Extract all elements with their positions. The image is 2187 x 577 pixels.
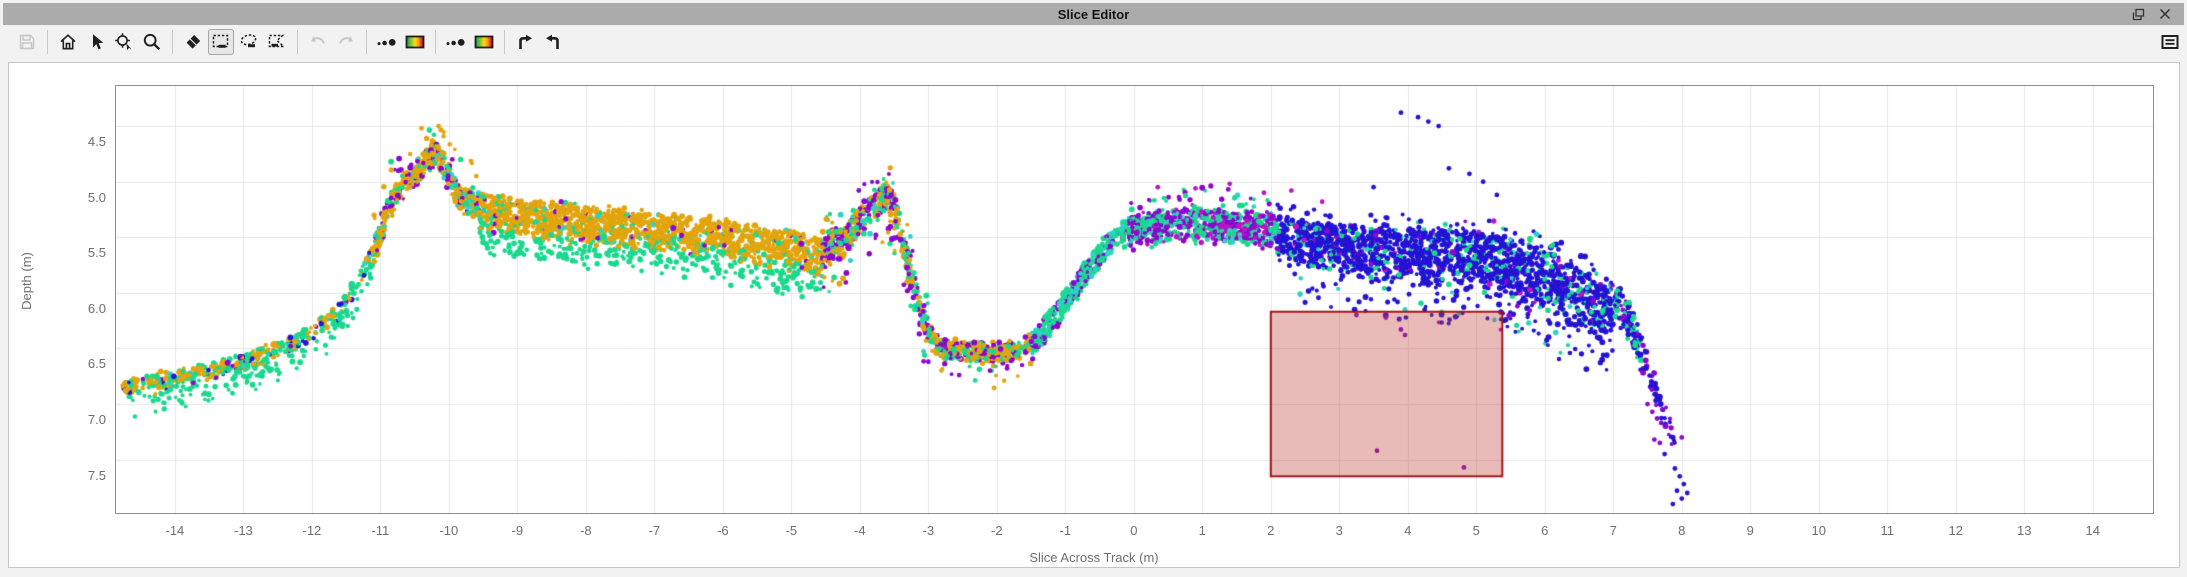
save-button[interactable] <box>14 29 40 55</box>
point-size-alt-button[interactable] <box>443 29 469 55</box>
toolbar-separator <box>504 30 505 54</box>
x-tick-label: 5 <box>1472 523 1480 538</box>
x-tick-label: 9 <box>1746 523 1754 538</box>
y-tick-label: 6.0 <box>87 300 106 316</box>
x-tick-label: -11 <box>371 523 390 538</box>
x-tick-label: 6 <box>1541 523 1549 538</box>
x-tick-label: 4 <box>1404 523 1412 538</box>
erase-tool-button[interactable] <box>180 29 206 55</box>
plot-panel: 4.5 5.0 5.5 6.0 6.5 7.0 7.5 -14 -13 -12 -11 -10 -9-… <box>8 62 2180 568</box>
window-title: Slice Editor <box>1057 6 1130 22</box>
x-tick-label: 8 <box>1678 523 1686 538</box>
polygon-select-button[interactable] <box>264 29 290 55</box>
zoom-to-area-button[interactable] <box>111 29 137 55</box>
x-tick-label: 7 <box>1609 523 1617 538</box>
x-tick-label: 11 <box>1880 523 1894 538</box>
x-tick-label: -5 <box>785 523 798 538</box>
toolbar-separator <box>297 30 298 54</box>
color-by-button[interactable] <box>402 29 428 55</box>
y-tick-label: 6.5 <box>87 356 106 372</box>
zoom-tool-button[interactable] <box>139 29 165 55</box>
lasso-select-button[interactable] <box>236 29 262 55</box>
x-tick-label: 0 <box>1130 523 1138 538</box>
x-tick-label: 2 <box>1267 523 1275 538</box>
colormap-alt-button[interactable] <box>471 29 497 55</box>
y-tick-label: 4.5 <box>87 134 106 150</box>
toolbar <box>3 25 2184 59</box>
rectangle-select-button[interactable] <box>208 29 234 55</box>
x-tick-label: -9 <box>511 523 524 538</box>
x-tick-label: 10 <box>1811 523 1826 538</box>
y-tick-label: 7.0 <box>87 412 106 428</box>
home-view-button[interactable] <box>55 29 81 55</box>
message-log-button[interactable] <box>2157 29 2183 55</box>
y-tick-label: 5.5 <box>87 245 106 261</box>
x-tick-label: -10 <box>439 523 459 538</box>
x-tick-label: 3 <box>1335 523 1343 538</box>
x-tick-label: 1 <box>1198 523 1206 538</box>
slice-plot-canvas[interactable] <box>116 86 2153 513</box>
y-axis-title: Depth (m) <box>19 252 34 310</box>
toolbar-separator <box>435 30 436 54</box>
x-tick-label: -3 <box>922 523 935 538</box>
x-tick-label: -8 <box>580 523 592 538</box>
toolbar-separator <box>172 30 173 54</box>
y-tick-label: 5.0 <box>87 189 106 205</box>
x-tick-label: -14 <box>165 523 185 538</box>
next-slice-button[interactable] <box>512 29 538 55</box>
undo-button[interactable] <box>305 29 331 55</box>
plot-frame <box>115 85 2154 514</box>
x-tick-label: -7 <box>648 523 661 538</box>
toolbar-separator <box>47 30 48 54</box>
x-tick-label: 12 <box>1948 523 1963 538</box>
toolbar-separator <box>366 30 367 54</box>
redo-button[interactable] <box>333 29 359 55</box>
float-window-button[interactable] <box>2131 7 2146 22</box>
x-axis-title: Slice Across Track (m) <box>1029 550 1159 565</box>
x-tick-label: 14 <box>2085 523 2100 538</box>
select-tool-button[interactable] <box>83 29 109 55</box>
close-button[interactable] <box>2158 7 2172 21</box>
x-tick-label: -6 <box>717 523 729 538</box>
point-size-button[interactable] <box>374 29 400 55</box>
x-tick-label: -4 <box>854 523 866 538</box>
x-tick-label: -13 <box>233 523 253 538</box>
x-tick-label: 13 <box>2016 523 2032 538</box>
x-tick-label: -12 <box>302 523 322 538</box>
y-tick-label: 7.5 <box>87 467 106 483</box>
x-tick-label: -2 <box>991 523 1003 538</box>
titlebar[interactable]: Slice Editor <box>3 3 2184 25</box>
previous-slice-button[interactable] <box>540 29 566 55</box>
x-tick-label: -1 <box>1059 523 1072 538</box>
